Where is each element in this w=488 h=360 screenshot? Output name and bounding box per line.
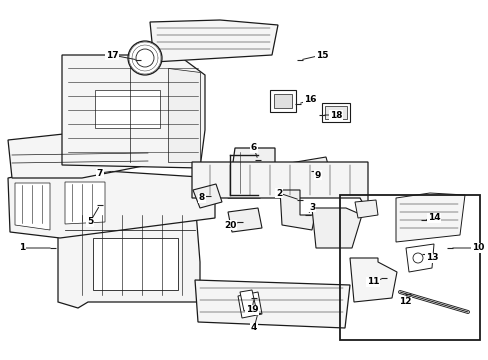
Circle shape <box>128 41 162 75</box>
Text: 10: 10 <box>471 243 483 252</box>
Text: 6: 6 <box>250 144 257 153</box>
Polygon shape <box>325 106 346 119</box>
Polygon shape <box>62 55 204 168</box>
Polygon shape <box>93 238 178 290</box>
Polygon shape <box>349 258 396 302</box>
Text: 11: 11 <box>366 278 379 287</box>
Polygon shape <box>192 162 367 212</box>
Text: 12: 12 <box>398 297 410 306</box>
Polygon shape <box>15 183 50 230</box>
Text: 13: 13 <box>425 253 437 262</box>
Polygon shape <box>95 90 160 128</box>
Polygon shape <box>240 290 256 311</box>
Text: 9: 9 <box>314 171 321 180</box>
Polygon shape <box>405 244 433 272</box>
Polygon shape <box>395 193 464 242</box>
Text: 3: 3 <box>308 202 314 211</box>
Text: 5: 5 <box>87 217 93 226</box>
Text: 1: 1 <box>19 243 25 252</box>
Circle shape <box>136 49 154 67</box>
Text: 18: 18 <box>329 111 342 120</box>
Polygon shape <box>227 208 262 232</box>
Polygon shape <box>8 168 215 238</box>
Text: 2: 2 <box>275 189 282 198</box>
Polygon shape <box>193 184 222 208</box>
Polygon shape <box>58 210 200 308</box>
Polygon shape <box>321 103 349 122</box>
Text: 17: 17 <box>105 50 118 59</box>
Text: 4: 4 <box>250 324 257 333</box>
Polygon shape <box>354 200 377 218</box>
Polygon shape <box>289 157 329 178</box>
Text: 15: 15 <box>315 50 327 59</box>
Text: 8: 8 <box>199 194 204 202</box>
Polygon shape <box>150 20 278 62</box>
Text: 7: 7 <box>97 168 103 177</box>
Polygon shape <box>195 280 349 328</box>
Polygon shape <box>168 68 200 162</box>
Text: 14: 14 <box>427 213 439 222</box>
Polygon shape <box>280 190 314 230</box>
Polygon shape <box>65 182 105 224</box>
Polygon shape <box>8 132 148 178</box>
Polygon shape <box>238 292 262 318</box>
Text: 19: 19 <box>245 306 258 315</box>
Polygon shape <box>273 94 291 108</box>
Bar <box>339 195 479 340</box>
Circle shape <box>412 253 422 263</box>
Text: 16: 16 <box>303 95 316 104</box>
Polygon shape <box>269 90 295 112</box>
Polygon shape <box>311 208 361 248</box>
Polygon shape <box>227 148 274 198</box>
Text: 20: 20 <box>224 220 236 230</box>
